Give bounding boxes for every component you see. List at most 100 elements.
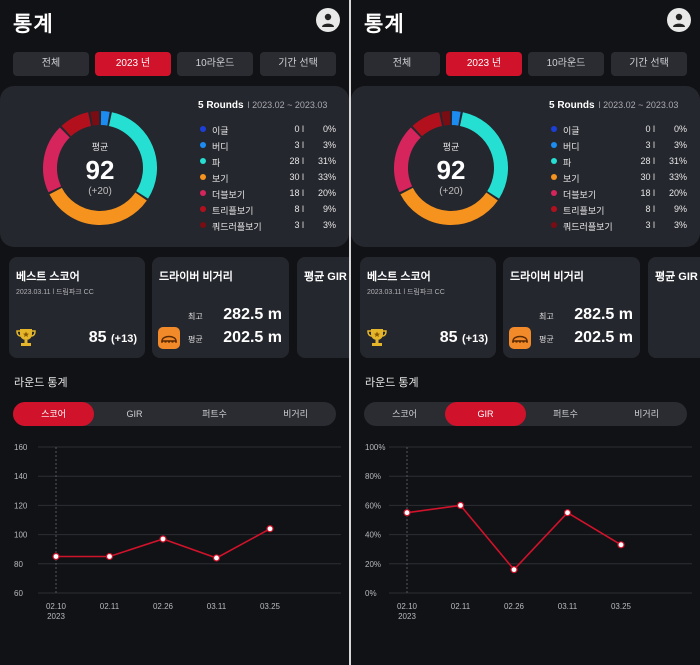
legend-count: 8 l	[645, 204, 655, 214]
best-score-card[interactable]: 베스트 스코어 2023.03.11 l 드림파크 CC 85 (+13)	[9, 257, 145, 358]
x-tick-label: 02.26	[504, 602, 525, 611]
avg-diff: (+20)	[88, 186, 112, 197]
avg-score: 92	[436, 155, 466, 185]
user-icon	[673, 13, 685, 27]
legend-dot	[551, 126, 557, 132]
legend-percent: 31%	[668, 156, 687, 166]
filter-date-range[interactable]: 기간 선택	[260, 52, 336, 76]
legend-count: 3 l	[294, 140, 304, 150]
legend-percent: 9%	[673, 204, 687, 214]
tab-gir[interactable]: GIR	[126, 409, 143, 419]
filter-all[interactable]: 전체	[13, 52, 89, 76]
legend-percent: 0%	[673, 124, 687, 134]
filter-2023[interactable]: 2023 년	[95, 52, 171, 76]
data-point[interactable]	[510, 566, 518, 574]
tab-gir[interactable]: GIR	[445, 402, 526, 426]
y-tick-label: 20%	[365, 560, 381, 569]
legend-name: 트리플보기	[212, 206, 254, 216]
tab-score[interactable]: 스코어	[392, 409, 417, 419]
legend-percent: 3%	[673, 220, 687, 230]
data-point[interactable]	[563, 509, 572, 517]
best-score-course: 2023.03.11 l 드림파크 CC	[367, 289, 445, 296]
score-summary-card: 평균 92 (+20) 5 Rounds l 2023.02 ~ 2023.03 …	[351, 86, 700, 247]
donut-slice	[451, 111, 461, 126]
driver-max-label: 최고	[539, 312, 554, 321]
trophy-icon	[367, 329, 387, 346]
legend-item: 더블보기 18 l 20%	[198, 186, 338, 202]
legend-item: 보기 30 l 33%	[198, 170, 338, 186]
data-point[interactable]	[159, 535, 167, 543]
score-line-chart-area: 160 140 120 100 80 60 02.10 2023 02.11 02.26 03.11…	[0, 436, 349, 626]
best-score-diff: (+13)	[111, 333, 137, 345]
legend-name: 트리플보기	[563, 206, 605, 216]
filter-date-range[interactable]: 기간 선택	[611, 52, 687, 76]
avg-label: 평균	[442, 142, 460, 152]
filter-10-rounds[interactable]: 10라운드	[528, 52, 604, 76]
legend-percent: 20%	[668, 188, 687, 198]
rounds-period: l 2023.02 ~ 2023.03	[598, 100, 679, 110]
avg-score: 92	[85, 155, 115, 185]
tab-distance[interactable]: 비거리	[283, 409, 308, 419]
legend-dot	[551, 142, 557, 148]
legend-count: 0 l	[294, 124, 304, 134]
gir-line-chart-area: 100% 80% 60% 40% 20% 0% 02.10 2023 02.11 02.26 03.…	[351, 436, 700, 626]
legend-item: 트리플보기 8 l 9%	[198, 202, 338, 218]
series-line	[56, 528, 271, 559]
tab-distance[interactable]: 비거리	[634, 409, 659, 419]
x-tick-label: 02.10	[397, 602, 418, 611]
driver-max-value: 282.5 m	[574, 306, 633, 323]
legend-count: 3 l	[645, 140, 655, 150]
legend-percent: 33%	[668, 172, 687, 182]
profile-button[interactable]	[316, 8, 340, 32]
legend-item: 파 28 l 31%	[198, 154, 338, 170]
driver-max-value: 282.5 m	[223, 306, 282, 323]
data-point[interactable]	[266, 525, 274, 533]
best-score-card[interactable]: 베스트 스코어 2023.03.11 l 드림파크 CC 85 (+13)	[360, 257, 496, 358]
data-point[interactable]	[617, 541, 625, 549]
best-score-title: 베스트 스코어	[367, 271, 431, 283]
best-score-number: 85	[439, 329, 458, 346]
series-line	[406, 504, 622, 571]
data-point[interactable]	[105, 552, 114, 561]
profile-button[interactable]	[667, 8, 691, 32]
page-title: 통계	[13, 13, 54, 36]
driver-distance-card[interactable]: 드라이버 비거리 최고 282.5 m 평균 202.5 m	[503, 257, 640, 358]
legend-count: 3 l	[645, 220, 655, 230]
legend-name: 쿼드러플보기	[212, 222, 262, 232]
legend-dot	[200, 222, 206, 228]
y-tick-label: 140	[14, 472, 28, 481]
data-point[interactable]	[52, 552, 60, 561]
legend-item: 이글 0 l 0%	[198, 122, 338, 138]
data-point[interactable]	[212, 554, 221, 562]
filter-10-rounds[interactable]: 10라운드	[177, 52, 253, 76]
y-tick-label: 0%	[365, 589, 377, 598]
avg-gir-card[interactable]: 평균 GIR	[297, 257, 349, 358]
driver-avg-label: 평균	[188, 335, 203, 344]
tab-putts[interactable]: 퍼트수	[553, 409, 578, 419]
legend-count: 28 l	[289, 156, 304, 166]
round-stats-tabs: 스코어 GIR 퍼트수 비거리	[13, 402, 336, 426]
tab-score[interactable]: 스코어	[13, 402, 94, 426]
filter-all[interactable]: 전체	[364, 52, 440, 76]
data-point[interactable]	[456, 501, 465, 510]
best-score-value: 85 (+13)	[89, 329, 137, 347]
highlight-cards: 베스트 스코어 2023.03.11 l 드림파크 CC 85 (+13) 드라…	[9, 257, 349, 358]
filter-2023[interactable]: 2023 년	[446, 52, 522, 76]
y-tick-label: 80%	[365, 472, 381, 481]
data-point[interactable]	[403, 509, 411, 517]
highlight-cards: 베스트 스코어 2023.03.11 l 드림파크 CC 85 (+13) 드라…	[360, 257, 700, 358]
round-stats-title: 라운드 통계	[14, 377, 68, 389]
donut-slice	[441, 111, 451, 126]
donut-slice	[394, 127, 421, 193]
x-tick-year: 2023	[398, 612, 416, 621]
driver-distance-card[interactable]: 드라이버 비거리 최고 282.5 m 평균 202.5 m	[152, 257, 289, 358]
avg-gir-card[interactable]: 평균 GIR	[648, 257, 700, 358]
legend-count: 8 l	[294, 204, 304, 214]
legend-dot	[551, 158, 557, 164]
tab-putts[interactable]: 퍼트수	[202, 409, 227, 419]
legend-name: 이글	[212, 126, 229, 136]
y-tick-label: 100%	[365, 443, 385, 452]
legend-item: 더블보기 18 l 20%	[549, 186, 689, 202]
avg-gir-title: 평균 GIR	[655, 271, 698, 283]
